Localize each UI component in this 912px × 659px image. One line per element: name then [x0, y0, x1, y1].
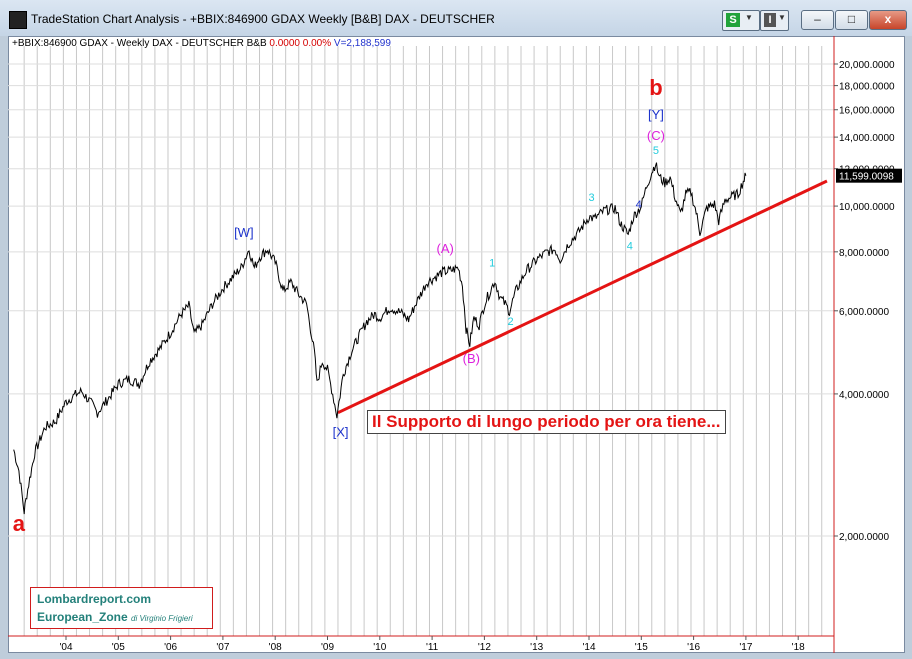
wave-label: [X] — [333, 424, 349, 439]
support-trendline — [337, 179, 828, 415]
wave-label: a — [13, 511, 26, 536]
y-tick-label: 18,000.0000 — [839, 82, 895, 93]
wave-label: (A) — [437, 241, 454, 256]
x-tick-label: '09 — [321, 642, 334, 653]
y-tick-label: 10,000.0000 — [839, 202, 895, 213]
x-tick-label: '14 — [582, 642, 595, 653]
wave-label: [Y] — [648, 107, 664, 122]
symbol-info: +BBIX:846900 GDAX - Weekly DAX - DEUTSCH… — [12, 38, 267, 49]
x-tick-label: '08 — [269, 642, 282, 653]
minimize-button[interactable]: – — [801, 10, 834, 30]
volume-value: V=2,188,599 — [333, 38, 391, 49]
last-value-label: 11,599.0098 — [839, 172, 894, 183]
change-percent: 0.00% — [302, 38, 332, 49]
y-tick-label: 6,000.0000 — [839, 307, 889, 318]
y-tick-label: 2,000.0000 — [839, 532, 889, 543]
support-callout: Il Supporto di lungo periodo per ora tie… — [367, 410, 726, 434]
wave-label: 1 — [489, 257, 495, 269]
symbol-info-bar: +BBIX:846900 GDAX - Weekly DAX - DEUTSCH… — [12, 38, 391, 49]
x-tick-label: '12 — [478, 642, 491, 653]
wave-label: 4 — [627, 240, 633, 252]
maximize-button[interactable]: □ — [835, 10, 868, 30]
x-tick-label: '15 — [635, 642, 648, 653]
y-tick-label: 4,000.0000 — [839, 390, 889, 401]
wave-label: (B) — [463, 351, 480, 366]
change-value: 0.0000 — [269, 38, 300, 49]
wave-label: 3 — [589, 192, 595, 204]
last-value-tag — [836, 168, 902, 183]
branding-zone-name: European_Zone — [37, 610, 128, 624]
branding-box: Lombardreport.com European_Zone di Virgi… — [30, 587, 213, 629]
app-icon — [9, 11, 27, 29]
wave-label: [W] — [234, 225, 254, 240]
price-series-line — [13, 162, 747, 515]
dropdown-arrow-icon: ▼ — [778, 13, 786, 22]
wave-label: b — [649, 75, 662, 100]
wave-label: 5 — [653, 145, 659, 157]
wave-label: 4 — [636, 199, 642, 211]
x-tick-label: '17 — [739, 642, 752, 653]
indicator-button[interactable]: I ▼ — [760, 10, 789, 31]
chart-panel[interactable] — [8, 36, 905, 653]
x-tick-label: '06 — [164, 642, 177, 653]
branding-author: di Virginio Frigieri — [131, 614, 193, 623]
title-bar: TradeStation Chart Analysis - +BBIX:8469… — [0, 0, 912, 36]
dropdown-arrow-icon: ▼ — [745, 13, 753, 22]
y-tick-label: 8,000.0000 — [839, 248, 889, 259]
x-tick-label: '10 — [373, 642, 386, 653]
strategy-button[interactable]: S ▼ — [722, 10, 760, 31]
y-tick-label: 20,000.0000 — [839, 60, 895, 71]
y-tick-label: 14,000.0000 — [839, 133, 895, 144]
branding-zone: European_Zone di Virginio Frigieri — [37, 610, 193, 624]
x-tick-label: '13 — [530, 642, 543, 653]
y-tick-label: 16,000.0000 — [839, 106, 895, 117]
branding-site: Lombardreport.com — [37, 592, 152, 606]
x-tick-label: '04 — [59, 642, 72, 653]
x-tick-label: '18 — [792, 642, 805, 653]
close-button[interactable]: x — [869, 10, 907, 30]
x-tick-label: '11 — [426, 642, 439, 653]
wave-label: (C) — [647, 128, 665, 143]
x-tick-label: '05 — [112, 642, 125, 653]
indicator-icon: I — [764, 13, 776, 27]
window-title: TradeStation Chart Analysis - +BBIX:8469… — [31, 12, 495, 26]
x-tick-label: '07 — [216, 642, 229, 653]
x-tick-label: '16 — [687, 642, 700, 653]
wave-label: 2 — [507, 316, 513, 328]
strategy-icon: S — [726, 13, 740, 27]
